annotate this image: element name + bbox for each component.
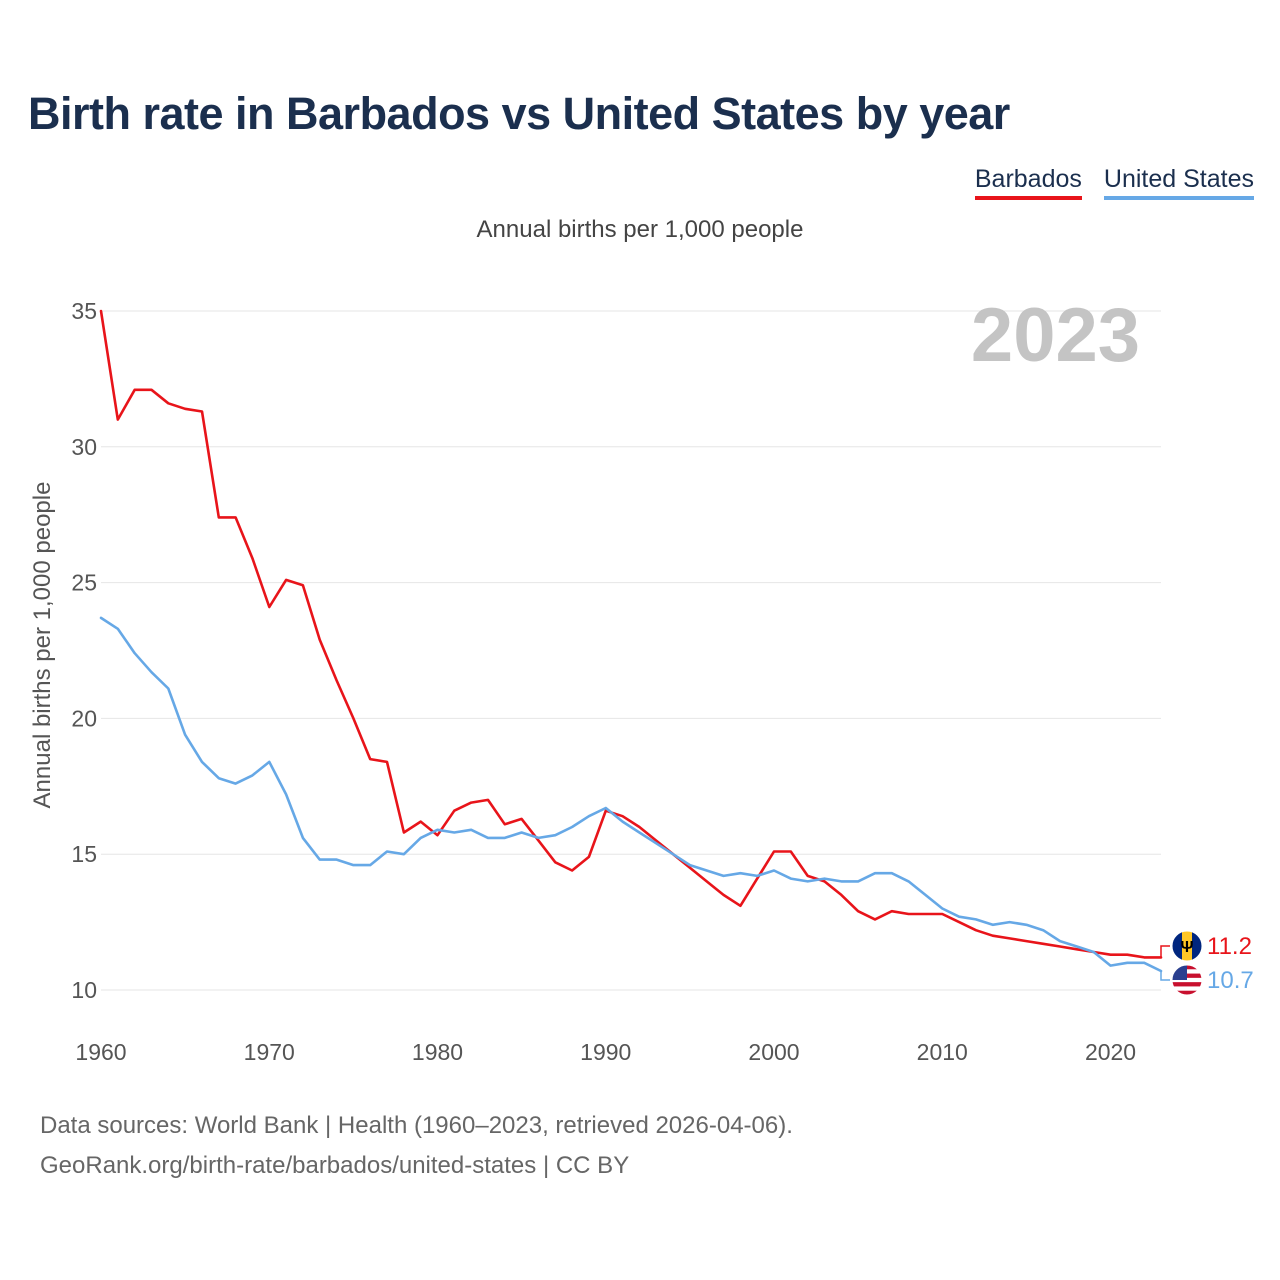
y-tick-35: 35: [71, 298, 97, 324]
united-states-flag-icon: [1171, 964, 1203, 996]
connector-barbados: [1160, 945, 1170, 958]
attribution-text: GeoRank.org/birth-rate/barbados/united-s…: [40, 1152, 630, 1179]
barbados-flag-icon: Ψ: [1171, 930, 1203, 962]
chart-title: Birth rate in Barbados vs United States …: [28, 88, 1010, 139]
gridlines: [101, 310, 1161, 991]
series-line-united-states: [99, 616, 1163, 973]
x-tick-1980: 1980: [412, 1039, 463, 1065]
y-tick-10: 10: [71, 977, 97, 1003]
x-tick-1970: 1970: [244, 1039, 295, 1065]
svg-text:Ψ: Ψ: [1181, 939, 1194, 956]
x-tick-1990: 1990: [580, 1039, 631, 1065]
legend-item-united-states[interactable]: United States: [1103, 165, 1254, 200]
data-source-text: Data sources: World Bank | Health (1960–…: [40, 1112, 793, 1139]
legend: Barbados United States: [974, 165, 1254, 200]
chart-subtitle: Annual births per 1,000 people: [476, 216, 804, 243]
series-line-barbados: [99, 309, 1163, 959]
connector-united-states: [1160, 970, 1170, 981]
end-label-barbados: 11.2: [1207, 933, 1252, 960]
legend-item-barbados[interactable]: Barbados: [974, 165, 1082, 200]
y-tick-30: 30: [71, 434, 97, 460]
y-tick-labels: 10 15 20 25 30 35: [71, 298, 97, 1003]
x-tick-1960: 1960: [75, 1039, 126, 1065]
y-tick-15: 15: [71, 841, 97, 867]
x-tick-2020: 2020: [1085, 1039, 1136, 1065]
year-watermark: 2023: [971, 293, 1140, 378]
end-labels: Ψ 11.2 10.7: [1160, 930, 1254, 996]
x-tick-2000: 2000: [748, 1039, 799, 1065]
y-tick-25: 25: [71, 570, 97, 596]
y-axis-label: Annual births per 1,000 people: [29, 482, 56, 809]
footer: Data sources: World Bank | Health (1960–…: [40, 1106, 793, 1186]
x-tick-labels: 1960 1970 1980 1990 2000 2010 2020: [75, 1039, 1136, 1065]
x-tick-2010: 2010: [917, 1039, 968, 1065]
end-label-united-states: 10.7: [1207, 967, 1254, 994]
series-lines: [99, 309, 1163, 973]
y-tick-20: 20: [71, 705, 97, 731]
